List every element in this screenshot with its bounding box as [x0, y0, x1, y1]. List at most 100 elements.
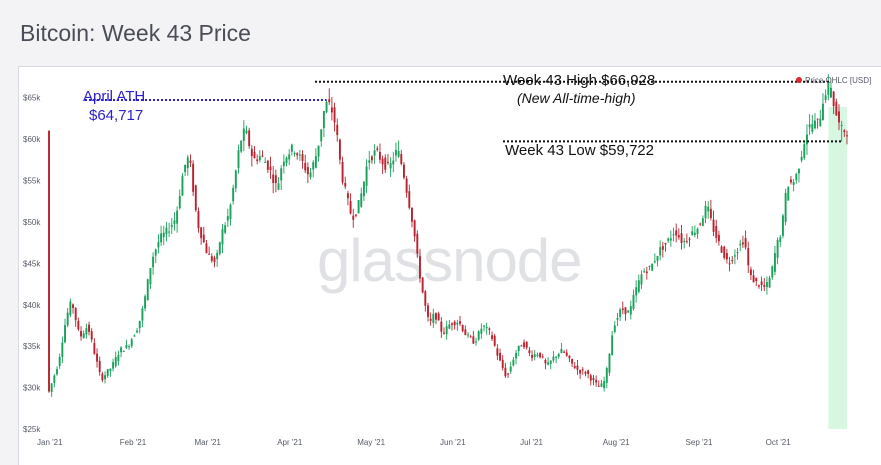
candle: [475, 337, 477, 346]
candle: [424, 289, 427, 312]
candle-body: [400, 154, 403, 164]
candle-body: [600, 383, 603, 387]
candle-body: [611, 335, 614, 356]
candle-body: [445, 326, 448, 335]
candle-body: [637, 280, 640, 292]
candle-body: [208, 253, 211, 255]
candle-body: [74, 307, 77, 321]
candle-body: [66, 312, 69, 326]
candle: [440, 317, 443, 338]
candle: [56, 366, 58, 376]
candle-body: [296, 153, 299, 156]
candle-body: [253, 151, 256, 159]
candle: [827, 74, 830, 101]
candle-body: [765, 282, 768, 288]
candle-body: [440, 321, 443, 332]
candle: [333, 102, 336, 132]
candle: [541, 353, 544, 359]
candle-body: [517, 345, 520, 352]
candle-body: [768, 277, 771, 288]
candle: [563, 350, 566, 354]
candle: [90, 328, 93, 343]
candle: [830, 81, 832, 98]
candle: [330, 96, 333, 121]
candle: [250, 145, 253, 167]
candle: [525, 341, 528, 350]
candle-body: [800, 156, 803, 161]
candle: [88, 321, 90, 336]
candle: [677, 228, 680, 240]
candle-body: [669, 238, 672, 241]
candle-body: [112, 362, 115, 369]
candle-body: [336, 124, 339, 136]
candle-body: [509, 366, 512, 372]
candle-body: [122, 350, 125, 352]
candle-body: [256, 159, 259, 162]
candle-body: [93, 342, 96, 354]
candle-body: [603, 380, 606, 389]
candle-body: [106, 369, 109, 376]
candle-body: [138, 320, 141, 329]
candle-body: [293, 152, 296, 154]
y-tick-label: $65k: [23, 94, 41, 103]
candle-body: [741, 242, 744, 245]
candle-body: [200, 227, 203, 239]
candle: [653, 253, 656, 264]
candle-body: [504, 367, 507, 377]
candle: [202, 226, 205, 244]
candle: [523, 339, 526, 350]
legend[interactable]: Price OHLC [USD]: [796, 76, 871, 85]
candle: [101, 371, 104, 383]
candle: [285, 156, 288, 167]
candle-body: [515, 352, 518, 359]
candle-body: [549, 360, 552, 364]
candle-body: [114, 356, 117, 367]
candle-body: [547, 362, 550, 365]
candle: [741, 235, 744, 248]
candle-body: [531, 355, 534, 359]
candle: [691, 226, 694, 236]
candle-body: [365, 166, 368, 186]
candle: [709, 199, 712, 221]
candle: [592, 374, 595, 386]
candle-body: [117, 355, 120, 362]
candle: [216, 249, 219, 267]
candle-body: [312, 162, 315, 170]
candle-body: [739, 243, 742, 246]
candle-body: [613, 325, 616, 333]
candle-body: [258, 156, 261, 161]
candle: [669, 230, 672, 247]
x-tick-label: Jun '21: [440, 438, 466, 447]
candle: [835, 98, 838, 116]
candle: [472, 330, 475, 344]
candle-body: [819, 118, 822, 127]
candle: [464, 325, 467, 336]
candle: [771, 265, 774, 280]
candle-body: [157, 241, 160, 248]
candle: [752, 269, 755, 283]
x-tick-label: Sep '21: [686, 438, 713, 447]
candle-body: [555, 356, 558, 358]
candle: [760, 276, 763, 291]
candle-body: [651, 264, 654, 271]
x-tick-label: May '21: [357, 438, 385, 447]
candle-body: [579, 370, 582, 374]
candle: [432, 308, 435, 328]
candle-body: [50, 383, 53, 393]
candle: [200, 226, 203, 245]
candle-body: [240, 140, 243, 152]
candle: [635, 280, 638, 303]
candle-body: [181, 176, 184, 196]
candle-body: [472, 336, 475, 344]
candle: [448, 319, 451, 330]
candle: [362, 180, 365, 202]
candle: [616, 313, 619, 326]
candle: [256, 154, 259, 165]
candle-body: [277, 183, 280, 190]
candle-body: [755, 277, 758, 282]
candle-body: [747, 248, 750, 266]
candle: [125, 339, 128, 349]
x-tick-label: Jul '21: [520, 438, 543, 447]
candle: [568, 355, 571, 363]
candle: [680, 225, 683, 250]
